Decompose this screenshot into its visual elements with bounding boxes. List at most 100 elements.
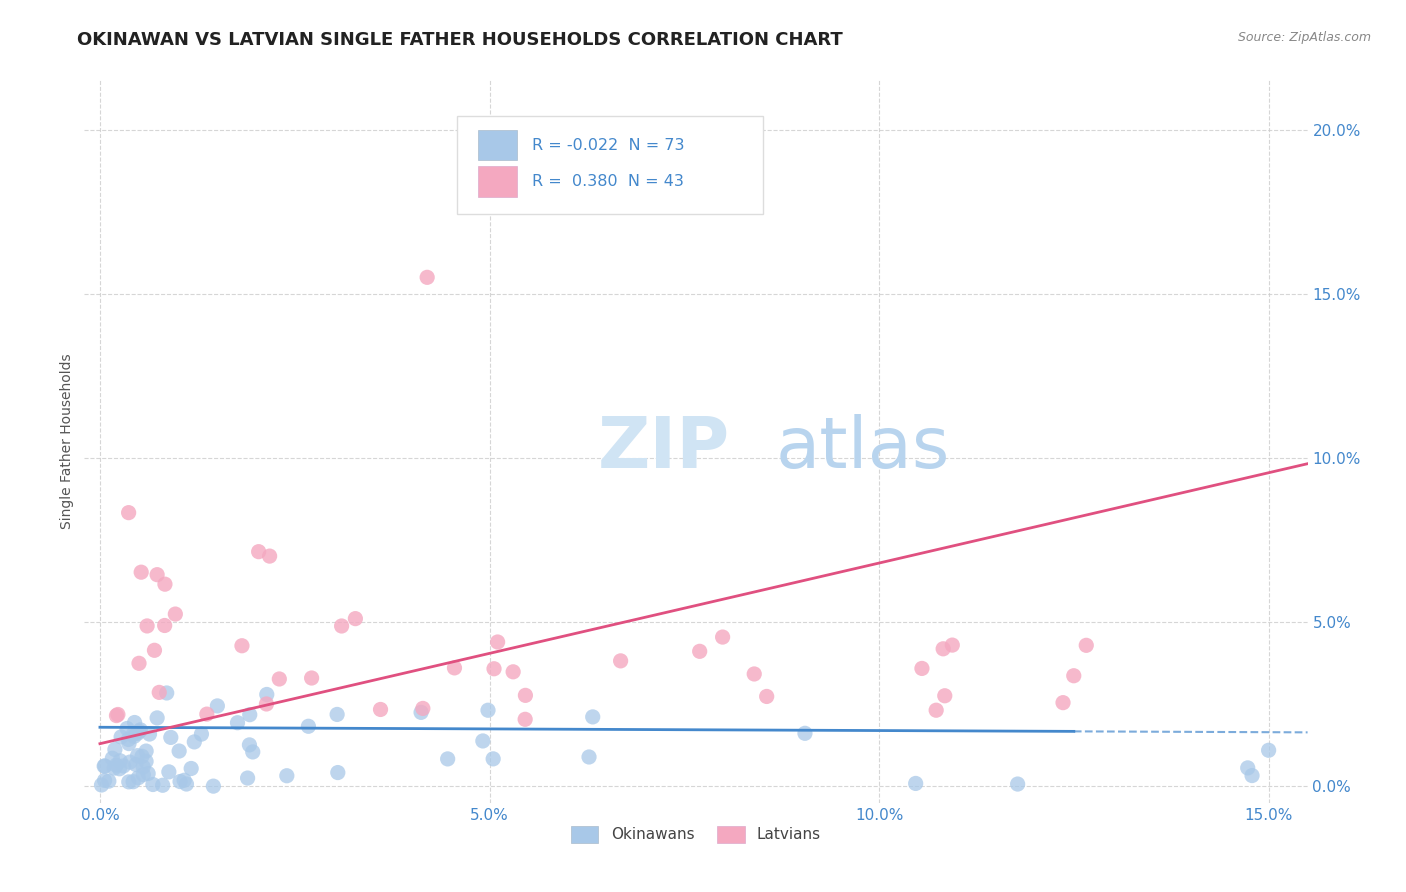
Point [135,744,157,758]
Point [125,757,148,772]
Bar [478,166,517,196]
Point [103,761,125,775]
Point [578,750,600,764]
Point [711,630,734,644]
Point [101,751,124,765]
Point [105,708,128,723]
Point [159,731,181,745]
Point [195,707,218,722]
Point [207,698,229,713]
Point [108,754,131,768]
Point [904,776,927,790]
Point [127,748,149,763]
Point [226,715,249,730]
Point [443,661,465,675]
Y-axis label: Single Father Households: Single Father Households [60,354,75,529]
Point [153,618,176,632]
Point [93,759,115,773]
Point [1241,768,1264,782]
Point [112,759,135,773]
Point [138,727,160,741]
Point [416,270,439,285]
Point [242,745,264,759]
Point [239,707,262,722]
Point [238,738,260,752]
Point [115,722,138,736]
Point [118,775,141,789]
Text: atlas: atlas [776,414,950,483]
Point [1257,743,1279,757]
Point [582,710,605,724]
Point [90,778,112,792]
Point [932,641,955,656]
Point [128,657,150,671]
Point [93,773,115,788]
Point [370,702,392,716]
Point [132,767,155,781]
Point [1063,669,1085,683]
Point [794,726,817,740]
Point [934,689,956,703]
Point [136,619,159,633]
Point [742,667,765,681]
Text: ZIP: ZIP [598,414,730,483]
Point [167,744,190,758]
Point [344,612,367,626]
Point [330,619,353,633]
Point [231,639,253,653]
Point [482,752,505,766]
Point [502,665,524,679]
Point [146,567,169,582]
Point [482,662,505,676]
Point [471,734,494,748]
Point [129,723,152,737]
Point [104,742,127,756]
Point [135,755,157,769]
Point [190,727,212,741]
Point [153,577,176,591]
Point [176,777,198,791]
Point [409,706,432,720]
Point [236,771,259,785]
Point [925,703,948,717]
Point [609,654,631,668]
Point [173,773,195,788]
Point [689,644,711,658]
Point [148,685,170,699]
Point [515,712,537,726]
Point [326,765,349,780]
Point [132,760,155,774]
Point [122,729,145,743]
Text: R =  0.380  N = 43: R = 0.380 N = 43 [531,174,683,189]
Point [326,707,349,722]
Point [202,779,225,793]
Point [301,671,323,685]
Point [97,774,120,789]
Legend: Okinawans, Latvians: Okinawans, Latvians [565,820,827,849]
Point [124,715,146,730]
Point [180,762,202,776]
Point [146,711,169,725]
Point [165,607,187,621]
Point [755,690,778,704]
Point [515,689,537,703]
Point [136,766,159,780]
Point [1076,638,1098,652]
Point [412,701,434,715]
Point [157,764,180,779]
Point [107,707,129,722]
Text: OKINAWAN VS LATVIAN SINGLE FATHER HOUSEHOLDS CORRELATION CHART: OKINAWAN VS LATVIAN SINGLE FATHER HOUSEH… [77,31,844,49]
Point [256,697,278,711]
Point [486,635,509,649]
Point [477,703,499,717]
Point [105,758,128,772]
Point [297,719,319,733]
Text: R = -0.022  N = 73: R = -0.022 N = 73 [531,137,685,153]
Point [118,755,141,769]
Point [152,778,174,792]
Point [269,672,291,686]
Point [911,661,934,675]
Point [1236,761,1258,775]
Point [247,544,270,558]
Point [169,774,191,789]
